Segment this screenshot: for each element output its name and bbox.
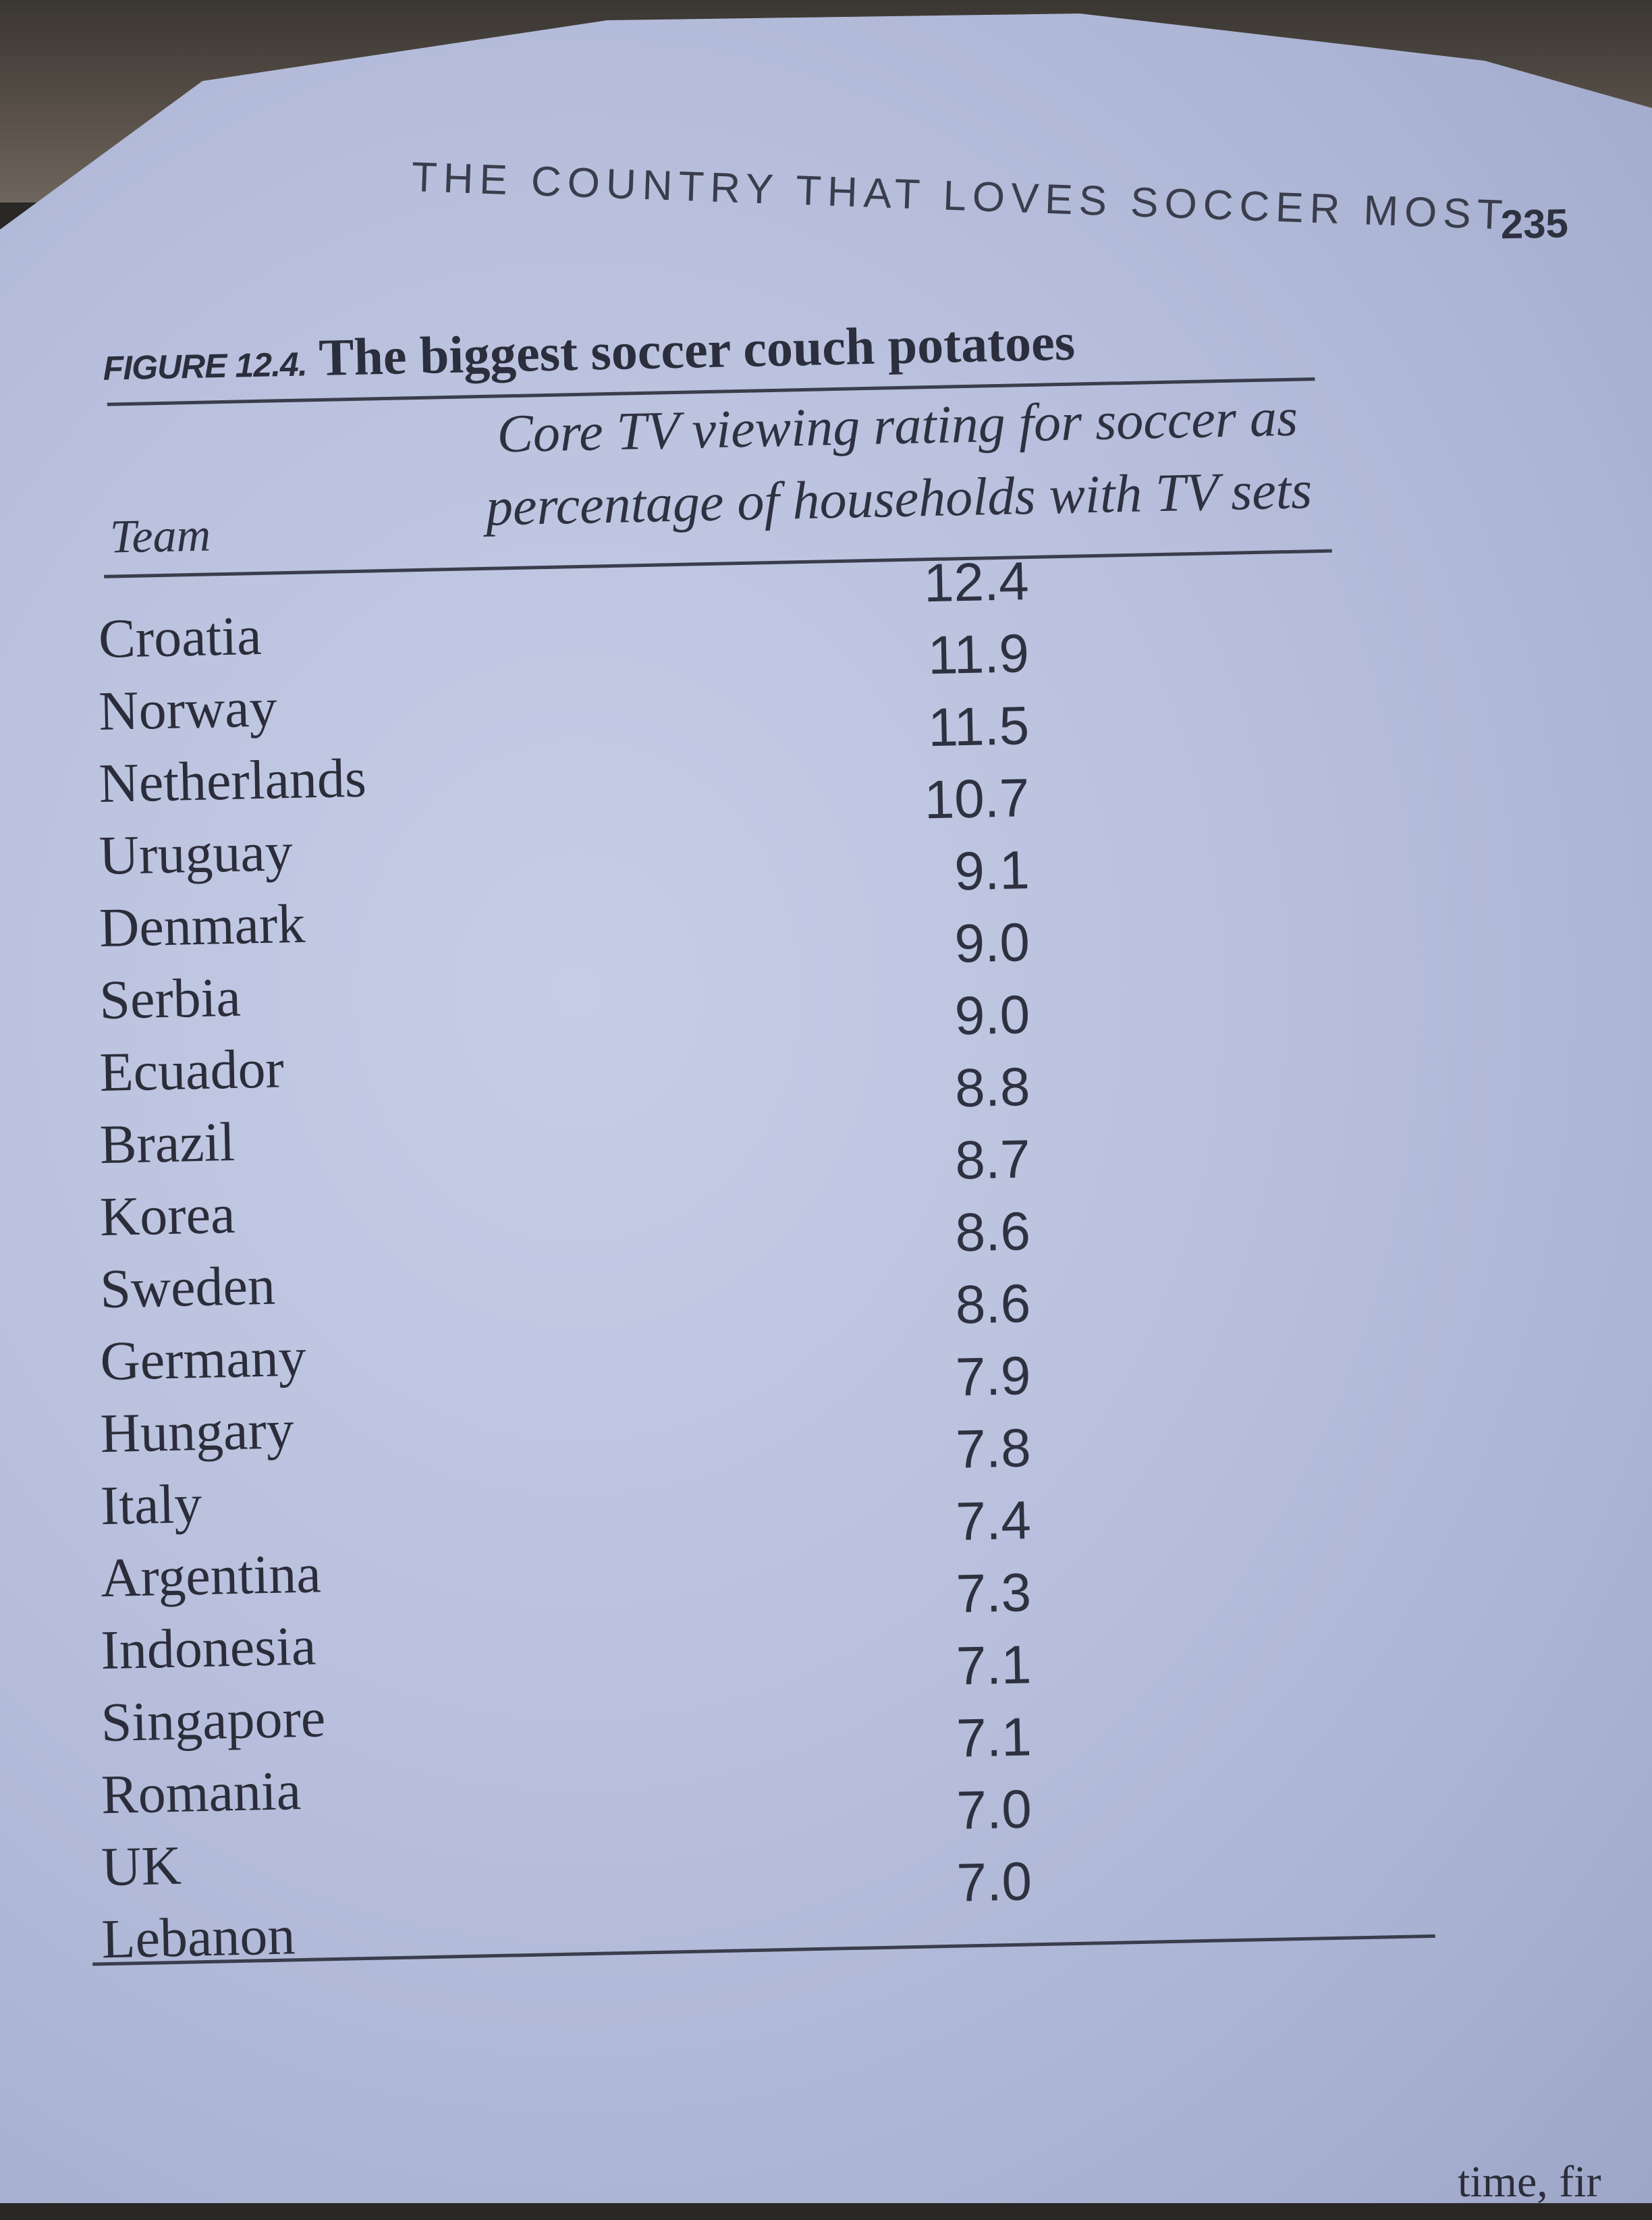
- team-name: Brazil: [99, 1110, 236, 1176]
- figure-title: The biggest soccer couch potatoes: [318, 312, 1076, 387]
- figure-caption: FIGURE 12.4. The biggest soccer couch pot…: [103, 312, 1076, 393]
- rating-value: 11.9: [927, 623, 1030, 686]
- rating-value: 7.1: [956, 1634, 1032, 1696]
- rating-value: 8.8: [954, 1056, 1031, 1118]
- rating-value: 9.1: [954, 840, 1030, 902]
- rating-value: 7.3: [955, 1562, 1032, 1624]
- team-name: Italy: [100, 1473, 203, 1537]
- rating-value: 8.7: [954, 1129, 1031, 1191]
- rating-value: 9.0: [954, 912, 1030, 974]
- team-name: Uruguay: [98, 820, 294, 886]
- rating-value: 7.4: [955, 1490, 1032, 1552]
- team-name: Ecuador: [99, 1037, 285, 1104]
- rating-column-header: Core TV viewing rating for soccer as per…: [472, 381, 1325, 544]
- team-name: UK: [101, 1834, 182, 1898]
- rating-value: 10.7: [923, 767, 1030, 830]
- team-name: Netherlands: [98, 747, 367, 814]
- rating-value: 11.5: [927, 695, 1030, 758]
- team-name: Korea: [99, 1183, 236, 1248]
- team-name: Indonesia: [100, 1615, 317, 1681]
- rating-value: 7.8: [955, 1417, 1032, 1480]
- rating-value: 9.0: [954, 984, 1030, 1046]
- team-name: Hungary: [99, 1399, 295, 1465]
- running-head: THE COUNTRY THAT LOVES SOCCER MOST: [410, 154, 1510, 239]
- rating-value: 7.0: [956, 1851, 1032, 1913]
- team-name: Sweden: [99, 1254, 276, 1320]
- team-name: Croatia: [98, 604, 263, 670]
- team-name: Denmark: [99, 892, 306, 958]
- table-header-rule: [104, 549, 1332, 578]
- figure-label: FIGURE 12.4.: [103, 345, 308, 387]
- next-paragraph-fragment: time, fir: [1458, 2157, 1601, 2207]
- team-name: Romania: [100, 1760, 302, 1826]
- team-name: Germany: [99, 1326, 307, 1392]
- rating-value: 8.6: [954, 1273, 1031, 1335]
- team-name: Singapore: [100, 1687, 327, 1754]
- team-name: Argentina: [100, 1542, 322, 1609]
- team-name: Norway: [98, 676, 278, 742]
- rating-value: 7.9: [955, 1345, 1032, 1407]
- rating-value: 7.0: [956, 1779, 1032, 1841]
- page-number: 235: [1499, 200, 1569, 248]
- team-column-header: Team: [109, 509, 211, 564]
- rating-value: 12.4: [923, 551, 1030, 614]
- rating-value: 7.1: [956, 1706, 1032, 1768]
- rating-value: 8.6: [954, 1201, 1031, 1263]
- team-name: Serbia: [99, 966, 242, 1031]
